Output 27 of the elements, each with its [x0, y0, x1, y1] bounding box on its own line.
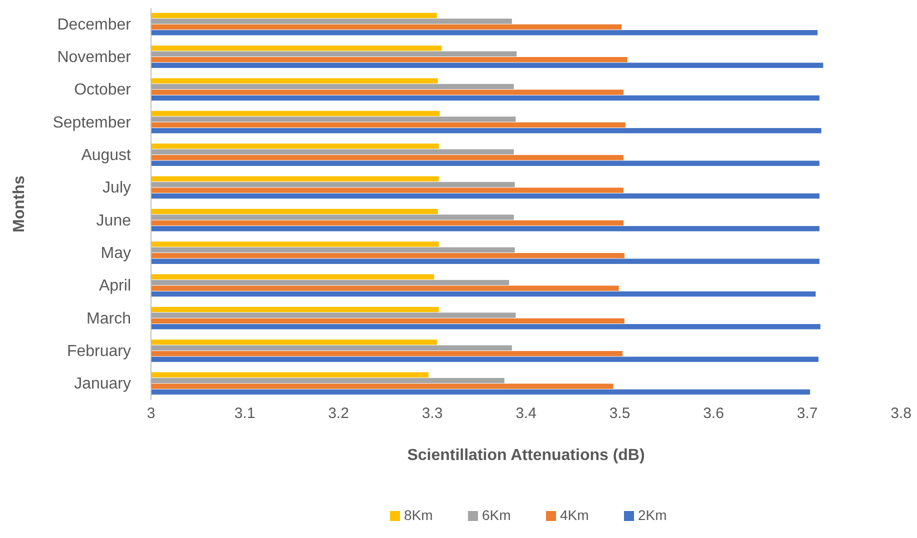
x-tick-label: 3.7: [796, 405, 818, 422]
x-tick-label: 3.8: [890, 405, 912, 422]
y-tick-label: January: [74, 376, 131, 393]
y-tick-label: August: [81, 147, 132, 164]
x-tick-label: 3: [146, 405, 156, 422]
y-tick-label: October: [74, 82, 132, 99]
y-axis-title: Months: [11, 175, 28, 232]
y-tick-label: September: [52, 114, 132, 132]
legend-label: 8Km: [404, 507, 433, 523]
y-tick-label: April: [98, 278, 131, 295]
y-tick-label: December: [57, 16, 132, 34]
x-tick-label: 3.4: [516, 405, 536, 422]
y-tick-label: March: [86, 310, 131, 328]
y-tick-label: February: [66, 343, 131, 360]
legend-label: 4Km: [560, 507, 589, 523]
x-tick-label: 3.6: [703, 405, 724, 422]
x-tick-label: 3.3: [422, 405, 443, 422]
x-tick-label: 3.1: [234, 405, 256, 422]
y-tick-label: May: [100, 245, 131, 262]
x-axis-title: Scientillation Attenuations (dB): [407, 447, 645, 464]
x-tick-label: 3.5: [609, 405, 630, 422]
legend-label: 2Km: [638, 507, 667, 523]
y-tick-label: June: [96, 212, 132, 230]
x-tick-label: 3.2: [328, 405, 349, 422]
y-tick-label: July: [102, 180, 131, 197]
legend-label: 6Km: [482, 507, 511, 523]
y-tick-label: November: [57, 49, 132, 66]
